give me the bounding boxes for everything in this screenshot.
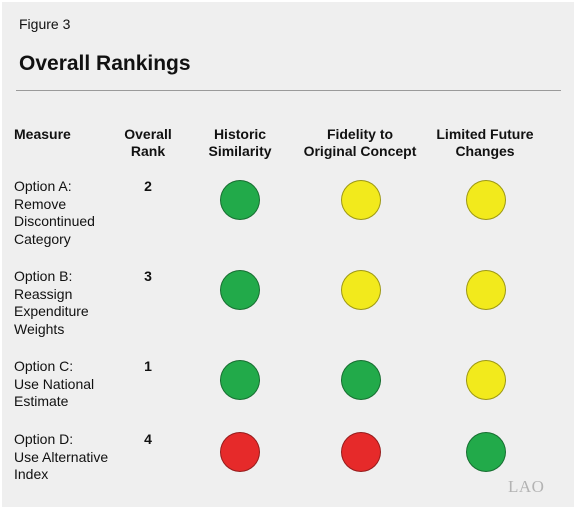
rating-dot-fidelity (341, 270, 381, 310)
rating-dot-limited (466, 360, 506, 400)
title-divider (16, 90, 561, 91)
figure-label: Figure 3 (19, 16, 71, 32)
rank-value: 2 (144, 178, 152, 194)
lao-logo: LAO (508, 477, 545, 496)
measure-label: Option A: Remove Discontinued Category (14, 178, 95, 247)
header-fidelity: Fidelity to Original Concept (303, 126, 417, 159)
rank-value: 1 (144, 358, 152, 374)
measure-label: Option C: Use National Estimate (14, 358, 95, 409)
header-overall-rank: Overall Rank (124, 126, 172, 159)
header-limited-changes: Limited Future Changes (436, 126, 534, 159)
header-measure: Measure (14, 126, 71, 142)
header-historic-similarity: Historic Similarity (208, 126, 272, 159)
rating-dot-fidelity (341, 360, 381, 400)
rating-dot-historic (220, 180, 260, 220)
rank-value: 3 (144, 268, 152, 284)
rating-dot-limited (466, 432, 506, 472)
rating-dot-historic (220, 270, 260, 310)
rank-value: 4 (144, 431, 152, 447)
rating-dot-limited (466, 180, 506, 220)
rating-dot-historic (220, 432, 260, 472)
rating-dot-fidelity (341, 432, 381, 472)
measure-label: Option D: Use Alternative Index (14, 431, 109, 482)
rating-dot-fidelity (341, 180, 381, 220)
measure-label: Option B: Reassign Expenditure Weights (14, 268, 89, 337)
rating-dot-historic (220, 360, 260, 400)
figure-title: Overall Rankings (19, 52, 191, 75)
rating-dot-limited (466, 270, 506, 310)
